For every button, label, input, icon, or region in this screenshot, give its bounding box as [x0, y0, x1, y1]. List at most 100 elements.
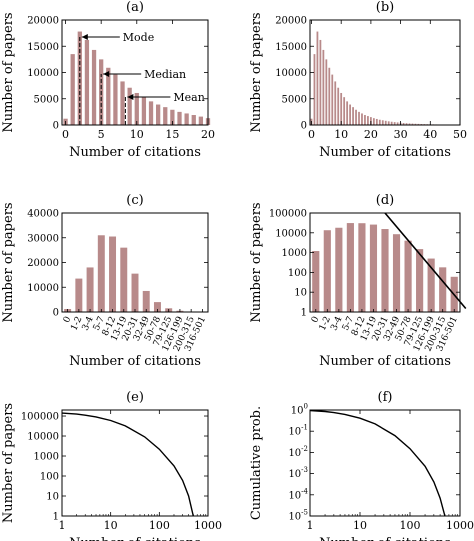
- bar: [408, 123, 411, 125]
- bar: [346, 101, 349, 125]
- y-tick-label: 40000: [27, 209, 59, 220]
- bar: [127, 87, 132, 125]
- bar: [177, 111, 182, 125]
- bar: [141, 97, 147, 125]
- bar: [334, 81, 337, 125]
- y-tick-label: 20000: [27, 16, 59, 27]
- bar: [75, 278, 83, 312]
- bar: [191, 115, 196, 125]
- bar: [396, 122, 399, 125]
- bar: [335, 227, 343, 312]
- bar: [349, 104, 351, 125]
- annotation-arrowhead: [103, 71, 110, 77]
- bar: [387, 121, 390, 125]
- x-tick-label: 1: [59, 519, 66, 532]
- bar: [84, 39, 90, 126]
- annotation-arrowhead: [127, 94, 134, 100]
- y-tick-label: 10-1: [288, 424, 308, 438]
- bar: [402, 123, 405, 125]
- bar: [312, 251, 320, 312]
- y-tick-label: 1: [53, 512, 59, 523]
- bar: [153, 302, 161, 312]
- bar: [364, 115, 366, 125]
- plot-frame: [309, 212, 461, 313]
- y-tick-label: 20000: [275, 16, 307, 27]
- bar: [120, 81, 125, 125]
- panel-label: (a): [126, 0, 144, 15]
- bar: [404, 240, 412, 312]
- y-axis-label: Number of papers: [1, 403, 16, 523]
- x-axis-label: Number of citations: [319, 145, 451, 160]
- x-tick-label: 5: [98, 128, 105, 141]
- bar: [375, 118, 378, 125]
- y-tick-label: 10-5: [288, 509, 308, 523]
- y-axis-label: Cumulative prob.: [249, 406, 264, 520]
- bar: [411, 123, 414, 125]
- bar: [369, 224, 378, 312]
- y-tick-label: 100: [288, 268, 307, 279]
- y-tick-label: 5000: [282, 94, 307, 105]
- bar: [313, 54, 316, 125]
- bar: [390, 121, 393, 125]
- x-tick-label: 15: [165, 128, 179, 141]
- bar: [156, 104, 161, 125]
- bar: [405, 123, 408, 125]
- y-tick-exponent: -1: [301, 424, 308, 432]
- panel-a: (a) 0 5 10 15 20 0 5000 10000 15000 20000 Mode Media…: [1, 0, 215, 160]
- x-axis-label: Number of citations: [319, 536, 451, 541]
- plot-frame: [61, 19, 209, 126]
- x-tick-label: 30: [394, 128, 408, 141]
- bar: [393, 122, 396, 125]
- bar: [340, 92, 343, 125]
- bar: [170, 109, 175, 125]
- y-tick-label: 20000: [27, 258, 59, 269]
- y-tick-label: 1000: [282, 248, 307, 259]
- y-tick-label: 10: [46, 492, 59, 503]
- y-tick-label: 100000: [21, 412, 59, 423]
- bar: [331, 74, 334, 125]
- bar: [361, 113, 363, 125]
- panel-label: (b): [376, 0, 394, 15]
- bar: [322, 49, 325, 125]
- bar: [372, 118, 375, 125]
- series-line: [309, 409, 446, 517]
- bar: [358, 111, 360, 125]
- y-tick-label: 10-2: [288, 445, 308, 459]
- bar: [184, 113, 189, 125]
- x-tick-label: 0: [62, 128, 69, 141]
- y-tick-exponent: -2: [301, 445, 308, 453]
- plot-frame: [61, 212, 209, 313]
- y-tick-label: 5000: [34, 94, 59, 105]
- y-axis-label: Number of papers: [1, 12, 16, 132]
- bar: [120, 247, 128, 312]
- y-axis-label: Number of papers: [1, 202, 16, 322]
- bar: [328, 67, 331, 125]
- bar: [113, 74, 118, 125]
- bar: [109, 236, 117, 312]
- y-tick-label: 10000: [27, 283, 59, 294]
- bar: [86, 267, 94, 312]
- y-tick-label: 10: [294, 288, 307, 299]
- panel-c: (c)01-23-45-78-1213-1920-3132-4950-7879-…: [1, 193, 209, 369]
- bar: [439, 267, 447, 312]
- bar: [163, 107, 168, 125]
- panel-label: (c): [126, 193, 143, 208]
- bar: [131, 273, 139, 312]
- y-axis-label: Number of papers: [249, 12, 264, 132]
- fit-line: [384, 212, 467, 310]
- x-tick-label: 0: [310, 315, 322, 325]
- panel-b: (b) 0 10 20 30 40 50 0 5000 10000 15000 20000 Number…: [249, 0, 467, 160]
- x-tick-label: 1000: [194, 519, 222, 532]
- bar: [346, 223, 354, 312]
- bar: [392, 234, 401, 312]
- bar: [384, 120, 387, 125]
- x-tick-label: 20: [201, 128, 215, 141]
- y-tick-label: 15000: [275, 42, 307, 53]
- bar: [417, 123, 420, 125]
- y-tick-label: 10-3: [288, 466, 308, 480]
- bar: [77, 31, 82, 125]
- y-tick-label: 10000: [27, 68, 59, 79]
- bar: [343, 97, 346, 125]
- y-tick-exponent: -5: [301, 509, 308, 517]
- y-axis-label: Number of papers: [249, 202, 264, 322]
